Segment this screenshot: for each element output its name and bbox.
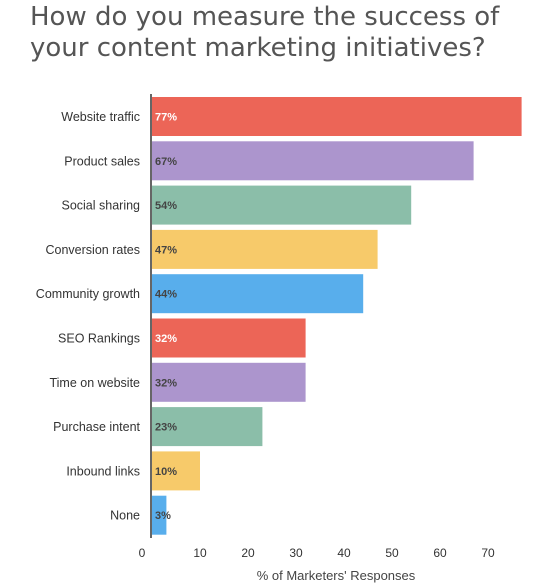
bar-none [152, 495, 167, 535]
x-tick-50: 50 [385, 546, 399, 560]
category-label-community-growth: Community growth [36, 287, 140, 301]
bar-community-growth [152, 274, 364, 314]
category-label-product-sales: Product sales [64, 154, 140, 168]
bar-conversion-rates [152, 229, 378, 269]
bar-purchase-intent [152, 407, 263, 447]
value-label-time-on-website: 32% [155, 377, 177, 389]
x-tick-40: 40 [337, 546, 351, 560]
category-label-website-traffic: Website traffic [61, 110, 140, 124]
category-label-none: None [110, 509, 140, 523]
bar-time-on-website [152, 362, 306, 402]
bar-inbound-links [152, 451, 200, 491]
bar-product-sales [152, 141, 474, 181]
value-label-conversion-rates: 47% [155, 244, 177, 256]
category-label-social-sharing: Social sharing [61, 199, 140, 213]
value-label-website-traffic: 77% [155, 112, 177, 124]
bar-social-sharing [152, 185, 412, 225]
value-label-seo-rankings: 32% [155, 333, 177, 345]
x-axis-title: % of Marketers' Responses [257, 568, 416, 583]
x-tick-0: 0 [139, 546, 146, 560]
value-label-community-growth: 44% [155, 289, 177, 301]
value-labels: 77% 67% 54% 47% 44% 32% 32% 23% 10% 3% [155, 112, 177, 523]
x-tick-10: 10 [193, 546, 207, 560]
value-label-product-sales: 67% [155, 156, 177, 168]
chart-title: How do you measure the success of your c… [30, 2, 500, 63]
category-label-conversion-rates: Conversion rates [46, 243, 141, 257]
x-tick-20: 20 [241, 546, 255, 560]
category-labels: Website traffic Product sales Social shari… [36, 110, 141, 523]
category-label-purchase-intent: Purchase intent [53, 420, 140, 434]
value-label-social-sharing: 54% [155, 200, 177, 212]
x-tick-30: 30 [289, 546, 303, 560]
value-label-purchase-intent: 23% [155, 422, 177, 434]
x-tick-60: 60 [433, 546, 447, 560]
value-label-inbound-links: 10% [155, 466, 177, 478]
bars-group [152, 97, 522, 535]
value-label-none: 3% [155, 510, 171, 522]
bar-seo-rankings [152, 318, 306, 358]
category-label-inbound-links: Inbound links [66, 464, 140, 478]
category-label-time-on-website: Time on website [49, 376, 140, 390]
bar-website-traffic [152, 97, 522, 136]
category-label-seo-rankings: SEO Rankings [58, 332, 140, 346]
x-axis-ticks: 0 10 20 30 40 50 60 70 [139, 546, 495, 560]
x-tick-70: 70 [481, 546, 495, 560]
